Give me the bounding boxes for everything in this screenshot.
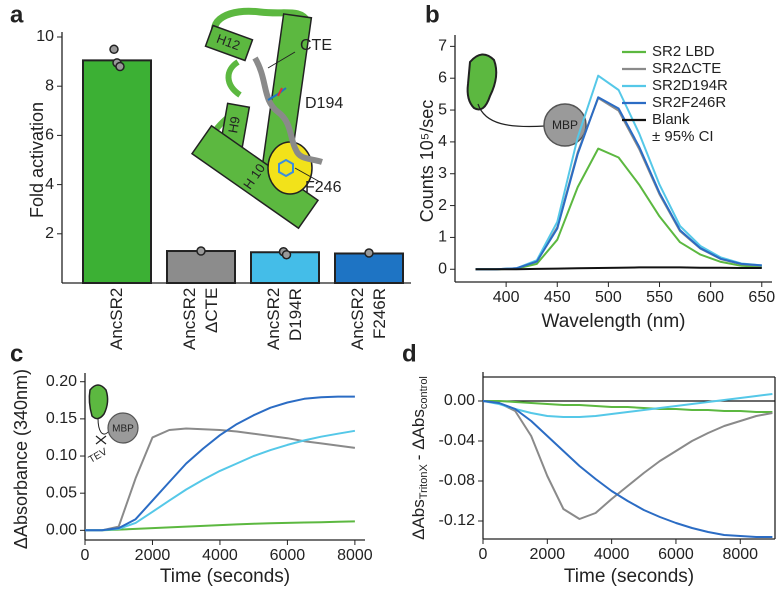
x-tick-label: 4000 [594,546,630,563]
x-tick-label: 650 [748,289,775,306]
y-axis-label: Fold activation [27,102,47,218]
legend-label: SR2F246R [652,94,726,111]
line [85,429,356,532]
line [482,400,773,520]
y-tick-label: 8 [45,77,54,94]
line [85,520,355,532]
legend-label: SR2 LBD [652,43,715,60]
inset-label: TEV [87,446,110,465]
inset-label: MBP [552,118,578,132]
x-axis-label: Wavelength (nm) [542,311,686,332]
y-tick-label: 4 [438,133,447,150]
bar [82,59,152,285]
x-tick-label: AncSR2 ΔCTE [180,288,221,351]
y-tick-label: 2 [438,197,447,214]
x-tick-label: 600 [697,289,724,306]
x-tick-label: 2000 [135,547,171,564]
panel-letter: a [10,1,24,28]
x-tick-label: 8000 [722,546,758,563]
legend-label: SR2ΔCTE [652,60,721,77]
bar [166,250,236,285]
y-tick-label: 0.15 [46,410,77,427]
label-text: ΔAbs [409,499,428,540]
x-tick-label: AncSR2 D194R [264,288,305,351]
replicate-point [196,246,206,256]
panel-letter: b [425,1,440,28]
y-tick-label: 0.00 [46,522,77,539]
x-tick-label: 400 [493,289,520,306]
y-tick-label: 3 [438,165,447,182]
legend-label: SR2D194R [652,77,728,94]
tev-inset [88,384,139,445]
line [85,427,356,532]
y-axis-label: Counts 10⁵/sec [417,100,437,223]
x-tick-label: 550 [646,289,673,306]
bar [334,252,404,284]
x-tick-label: AncSR2 F246R [348,288,389,351]
structure-label: F246 [305,179,342,196]
y-tick-label: 10 [36,28,54,45]
structure-label: CTE [300,37,332,54]
line [475,97,762,271]
x-tick-label: AncSR2 [107,288,126,351]
y-tick-label: 6 [438,69,447,86]
y-tick-label: 2 [45,225,54,242]
x-tick-label: 0 [81,547,90,564]
x-tick-label: 6000 [658,546,694,563]
x-tick-label: 500 [595,289,622,306]
label-subscript: control [418,376,430,409]
y-tick-label: 7 [438,38,447,55]
y-tick-label: 4 [45,176,54,193]
x-tick-label: 4000 [202,547,238,564]
line [475,266,762,271]
line [483,400,773,413]
panel-letter: d [402,340,417,367]
structure-label: H9 [225,115,243,134]
y-tick-label: -0.12 [439,512,476,529]
x-tick-label: 2000 [530,546,566,563]
x-axis-label: Time (seconds) [160,566,290,587]
y-tick-label: 0.20 [46,373,77,390]
replicate-point [281,249,292,260]
x-tick-label: 450 [544,289,571,306]
legend-label: Blank [652,111,690,128]
y-tick-label: 0 [438,260,447,277]
y-tick-label: -0.08 [439,472,476,489]
y-tick-label: 0.00 [444,392,475,409]
x-tick-label: 6000 [270,547,306,564]
mbp-inset [466,53,587,147]
line [475,96,762,271]
replicate-point [109,44,119,55]
replicate-point [115,61,125,72]
label-text: - ΔAbs [409,409,428,460]
y-tick-label: 1 [438,229,447,246]
line [482,393,773,418]
line [475,147,762,271]
y-tick-label: 5 [438,101,447,118]
x-axis-label: Time (seconds) [564,566,694,587]
legend-note: ± 95% CI [652,128,714,145]
protein-cartoon [190,7,323,230]
line [85,395,355,532]
line [482,400,773,538]
y-axis-label: ΔAbsorbance (340nm) [11,369,31,549]
panel-letter: c [10,340,23,367]
y-tick-label: 6 [45,127,54,144]
label-subscript: TritonX [418,464,430,500]
y-tick-label: 0.10 [46,447,77,464]
replicate-point [364,248,374,258]
inset-label: MBP [112,424,134,435]
y-axis-label: ΔAbsTritonX - ΔAbscontrol [409,376,429,540]
y-tick-label: -0.04 [439,432,476,449]
x-tick-label: 8000 [337,547,373,564]
structure-label: D194 [305,95,343,112]
x-tick-label: 0 [479,546,488,563]
y-tick-label: 0.05 [46,484,77,501]
